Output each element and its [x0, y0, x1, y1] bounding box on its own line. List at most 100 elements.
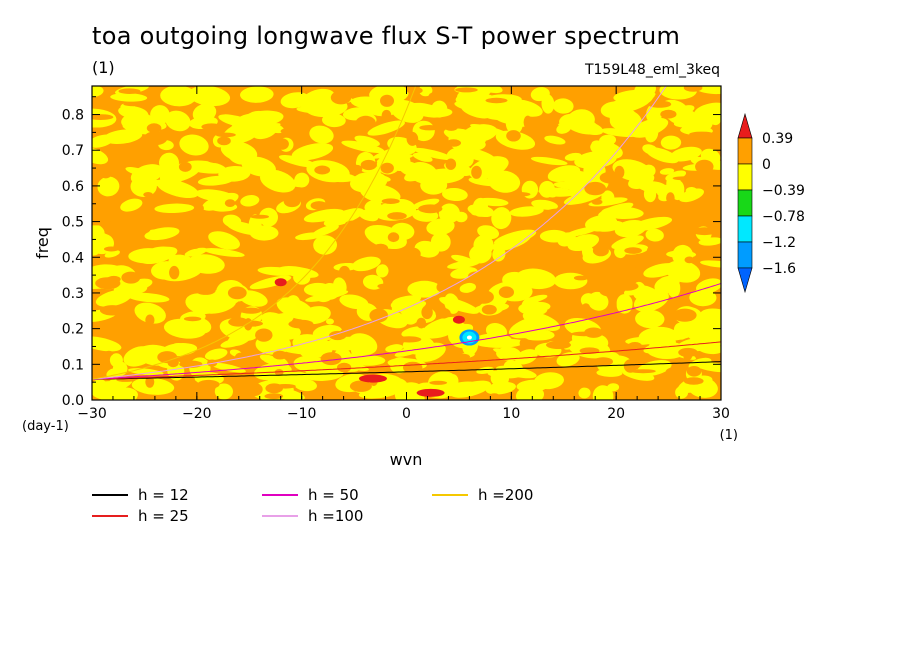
- field-patch: [665, 367, 685, 377]
- field-patch: [488, 393, 501, 400]
- field-patch: [240, 195, 260, 207]
- field-patch: [204, 348, 228, 361]
- field-patch: [134, 302, 166, 324]
- colorbar-segment: [737, 241, 753, 269]
- field-patch: [673, 322, 688, 340]
- field-patch: [364, 200, 382, 213]
- field-patch: [645, 228, 664, 242]
- field-patch: [278, 155, 317, 168]
- field-patch: [614, 92, 656, 107]
- dispersion-curve-12: [92, 361, 721, 380]
- field-patch: [143, 131, 168, 146]
- field-patch: [519, 338, 530, 348]
- field-patch: [592, 385, 614, 400]
- field-patch: [278, 266, 319, 278]
- legend-item-h12: h = 12: [92, 486, 189, 504]
- field-patch: [385, 344, 404, 353]
- field-patch: [227, 286, 247, 300]
- field-patch: [602, 139, 615, 147]
- x-tick-label: 10: [502, 406, 520, 422]
- field-patch: [300, 306, 331, 325]
- field-patch: [518, 302, 548, 316]
- field-patch: [123, 102, 145, 107]
- field-patch: [662, 263, 695, 272]
- field-patch: [92, 147, 109, 165]
- field-patch: [184, 247, 208, 257]
- field-patch: [546, 341, 571, 349]
- x-unit-label: (1): [720, 428, 738, 443]
- field-patch: [515, 349, 538, 365]
- x-tick-label: −20: [182, 406, 212, 422]
- field-patch: [539, 229, 569, 243]
- field-patch: [265, 383, 284, 394]
- field-patch: [418, 86, 433, 97]
- field-patch: [492, 246, 506, 262]
- field-patch: [683, 377, 704, 385]
- field-patch: [454, 211, 468, 223]
- units-label: (1): [92, 58, 115, 77]
- field-patch: [358, 209, 379, 222]
- field-patch: [476, 366, 495, 375]
- field-patch: [599, 285, 624, 297]
- field-patch: [404, 167, 432, 182]
- field-patch: [274, 138, 289, 150]
- field-patch: [145, 314, 155, 326]
- field-spot: [452, 315, 465, 324]
- field-patch: [339, 265, 350, 278]
- field-patch: [314, 165, 331, 175]
- field-patch: [515, 268, 557, 290]
- field-patch: [637, 383, 658, 392]
- field-patch: [418, 204, 443, 214]
- field-patch: [695, 341, 721, 355]
- field-patch: [143, 192, 153, 198]
- field-patch: [376, 264, 389, 278]
- colorbar-segment: [737, 163, 753, 191]
- field-patch: [201, 123, 222, 131]
- field-patch: [659, 86, 697, 100]
- field-patch: [404, 247, 421, 261]
- colorbar-label: −0.39: [762, 183, 805, 199]
- field-patch: [630, 369, 656, 374]
- field-patch: [429, 380, 448, 385]
- field-patch: [553, 272, 588, 290]
- field-patch: [360, 159, 377, 171]
- legend-swatch: [262, 515, 298, 517]
- field-patch: [692, 227, 717, 236]
- field-patch: [280, 127, 302, 135]
- legend-swatch: [432, 494, 468, 496]
- legend-item-h200: h =200: [432, 486, 533, 504]
- field-patch: [623, 330, 637, 336]
- field-patch: [339, 294, 369, 310]
- field-patch: [630, 216, 673, 231]
- field-patch: [672, 176, 698, 181]
- field-patch: [660, 135, 682, 150]
- field-patch: [450, 380, 492, 398]
- field-patch: [259, 354, 285, 367]
- field-patch: [455, 92, 498, 108]
- y-tick-label: 0.6: [62, 179, 84, 195]
- legend-swatch: [262, 494, 298, 496]
- field-patch: [350, 339, 367, 361]
- field-patch: [354, 135, 380, 147]
- field-patch: [552, 98, 574, 114]
- field-patch: [678, 347, 698, 357]
- field-patch: [530, 156, 568, 166]
- field-patch: [250, 214, 269, 219]
- field-patch: [349, 380, 372, 392]
- field-patch: [92, 134, 115, 148]
- field-patch: [598, 202, 634, 217]
- legend-label: h = 25: [138, 507, 189, 525]
- field-patch: [578, 387, 591, 399]
- field-patch: [179, 134, 209, 156]
- field-patch: [133, 223, 151, 234]
- legend-swatch: [92, 515, 128, 517]
- field-patch: [459, 282, 476, 293]
- field-patch: [249, 225, 279, 241]
- field-patch: [364, 224, 407, 250]
- y-tick-label: 0.7: [62, 143, 84, 159]
- x-axis-label: wvn: [390, 450, 423, 469]
- field-patch: [496, 346, 521, 361]
- field-patch: [481, 304, 497, 315]
- field-patch: [699, 260, 721, 268]
- colorbar-label: −1.6: [762, 261, 796, 277]
